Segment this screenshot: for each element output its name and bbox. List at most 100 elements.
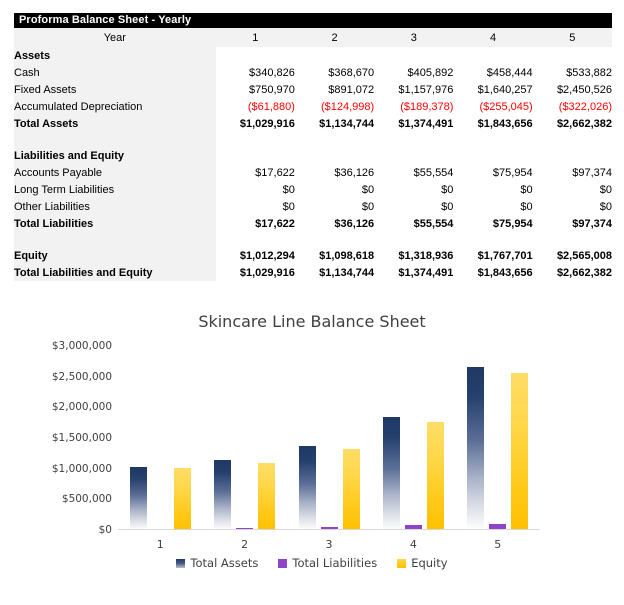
bar-total-assets-2 [214,460,232,530]
cell-value: $1,098,618 [319,249,375,262]
cell-value: $0 [520,183,533,196]
cell-value [533,47,612,64]
cell-value: $75,954 [492,166,533,179]
cell-value: $1,640,257 [477,83,533,96]
table-spacer-cell [374,232,453,247]
row-label: Total Assets [14,115,216,132]
legend-label: Equity [411,556,448,570]
table-spacer-cell [533,132,612,147]
bar-group [467,346,529,530]
x-axis-tick-label: 2 [241,538,249,551]
x-axis-tick-label: 4 [409,538,417,551]
cell-value: $891,072 [328,83,375,96]
row-label: Assets [14,47,216,64]
cell-value: $1,374,491 [398,117,454,130]
cell-value: $1,012,294 [239,249,295,262]
cell-value: $1,157,976 [398,83,454,96]
legend-item-total-assets[interactable]: Total Assets [176,556,258,570]
bar-total-assets-1 [129,466,147,530]
table-row: Assets [14,47,612,64]
legend-item-total-liabilities[interactable]: Total Liabilities [278,556,377,570]
column-header-year-4: 4 [453,28,533,47]
cell-value: ($255,045) [479,100,533,113]
column-header-year-5: 5 [532,28,612,47]
table-header-row: Year 1 2 3 4 5 [14,28,612,47]
table-spacer-cell [216,232,295,247]
cell-value: $405,892 [407,66,454,79]
chart-title: Skincare Line Balance Sheet [198,312,426,331]
column-header-year-2: 2 [294,28,375,47]
bar-total-liabilities-5 [489,524,507,530]
y-axis-tick-label: $500,000 [61,493,112,506]
balance-sheet-table-container: Proforma Balance Sheet - Yearly Year 1 2 3 4… [14,13,612,281]
cell-value: $458,444 [486,66,533,79]
cell-value [453,147,532,164]
cell-value [533,147,612,164]
row-label: Cash [14,64,216,81]
cell-value [295,147,374,164]
column-header-year-1: 1 [215,28,295,47]
cell-value: ($189,378) [400,100,454,113]
y-axis-tick-label: $1,000,000 [51,462,112,475]
cell-value [374,47,453,64]
chart-baseline [118,529,540,530]
y-axis-tick-label: $2,500,000 [51,370,112,383]
cell-value: $533,882 [566,66,612,79]
cell-value: $0 [441,183,454,196]
bar-group [382,346,444,530]
cell-value: $368,670 [328,66,375,79]
x-axis-tick-label: 3 [325,538,333,551]
row-label: Total Liabilities and Equity [14,264,216,281]
table-row: Total Assets $1,029,916 $1,134,744 $1,374,4… [14,115,612,132]
cell-value: $0 [361,183,375,196]
cell-value: $0 [282,183,295,196]
cell-value: $1,767,701 [477,249,533,262]
cell-value: $75,954 [492,217,533,230]
legend-item-equity[interactable]: Equity [397,556,448,570]
cell-value: $1,318,936 [398,249,454,262]
cell-value: $97,374 [572,166,612,179]
sheet-title: Proforma Balance Sheet - Yearly [14,13,612,28]
bar-equity-3 [342,449,360,530]
row-label: Accumulated Depreciation [14,98,216,115]
cell-value [216,47,295,64]
cell-value: $1,134,744 [319,117,375,130]
table-spacer-cell [295,132,374,147]
table-row: Liabilities and Equity [14,147,612,164]
column-header-year: Year [14,28,216,47]
table-spacer-cell [533,232,612,247]
cell-value: ($322,026) [558,100,612,113]
cell-value: $2,565,008 [556,249,612,262]
table-row: Total Liabilities $17,622 $36,126 $55,554 $7… [14,215,612,232]
row-label: Fixed Assets [14,81,216,98]
table-spacer-cell [216,132,295,147]
legend-swatch-icon [278,558,288,568]
row-label: Equity [14,247,216,264]
cell-value: $36,126 [334,166,375,179]
bar-total-liabilities-4 [404,525,422,530]
table-row: Equity $1,012,294 $1,098,618 $1,318,936 $1,7… [14,247,612,264]
chart-y-axis: $3,000,000 $2,500,000 $2,000,000 $1,500,000… [28,340,112,536]
cell-value [295,47,374,64]
cell-value: ($61,880) [247,100,295,113]
balance-sheet-table: Year 1 2 3 4 5 Assets Cash $340,826 $368,670 $405,… [14,28,612,281]
row-label: Long Term Liabilities [14,181,216,198]
x-axis-tick-label: 1 [156,538,164,551]
x-axis-tick-label: 5 [494,538,502,551]
cell-value [374,147,453,164]
cell-value: $17,622 [255,166,295,179]
table-row: Other Liabilities $0 $0 $0 $0 $0 [14,198,612,215]
balance-sheet-chart: Skincare Line Balance Sheet $3,000,000 $2… [0,300,624,605]
cell-value: $0 [441,200,454,213]
chart-plot-area [118,346,540,530]
cell-value: $0 [520,200,533,213]
y-axis-tick-label: $3,000,000 [51,340,112,352]
table-row: Cash $340,826 $368,670 $405,892 $458,444 $533… [14,64,612,81]
cell-value: ($124,998) [320,100,375,113]
table-spacer-row [14,232,612,247]
table-spacer-cell [374,132,453,147]
legend-label: Total Assets [190,556,259,570]
cell-value [216,147,295,164]
cell-value: $0 [282,200,295,213]
table-spacer-cell [14,132,216,147]
